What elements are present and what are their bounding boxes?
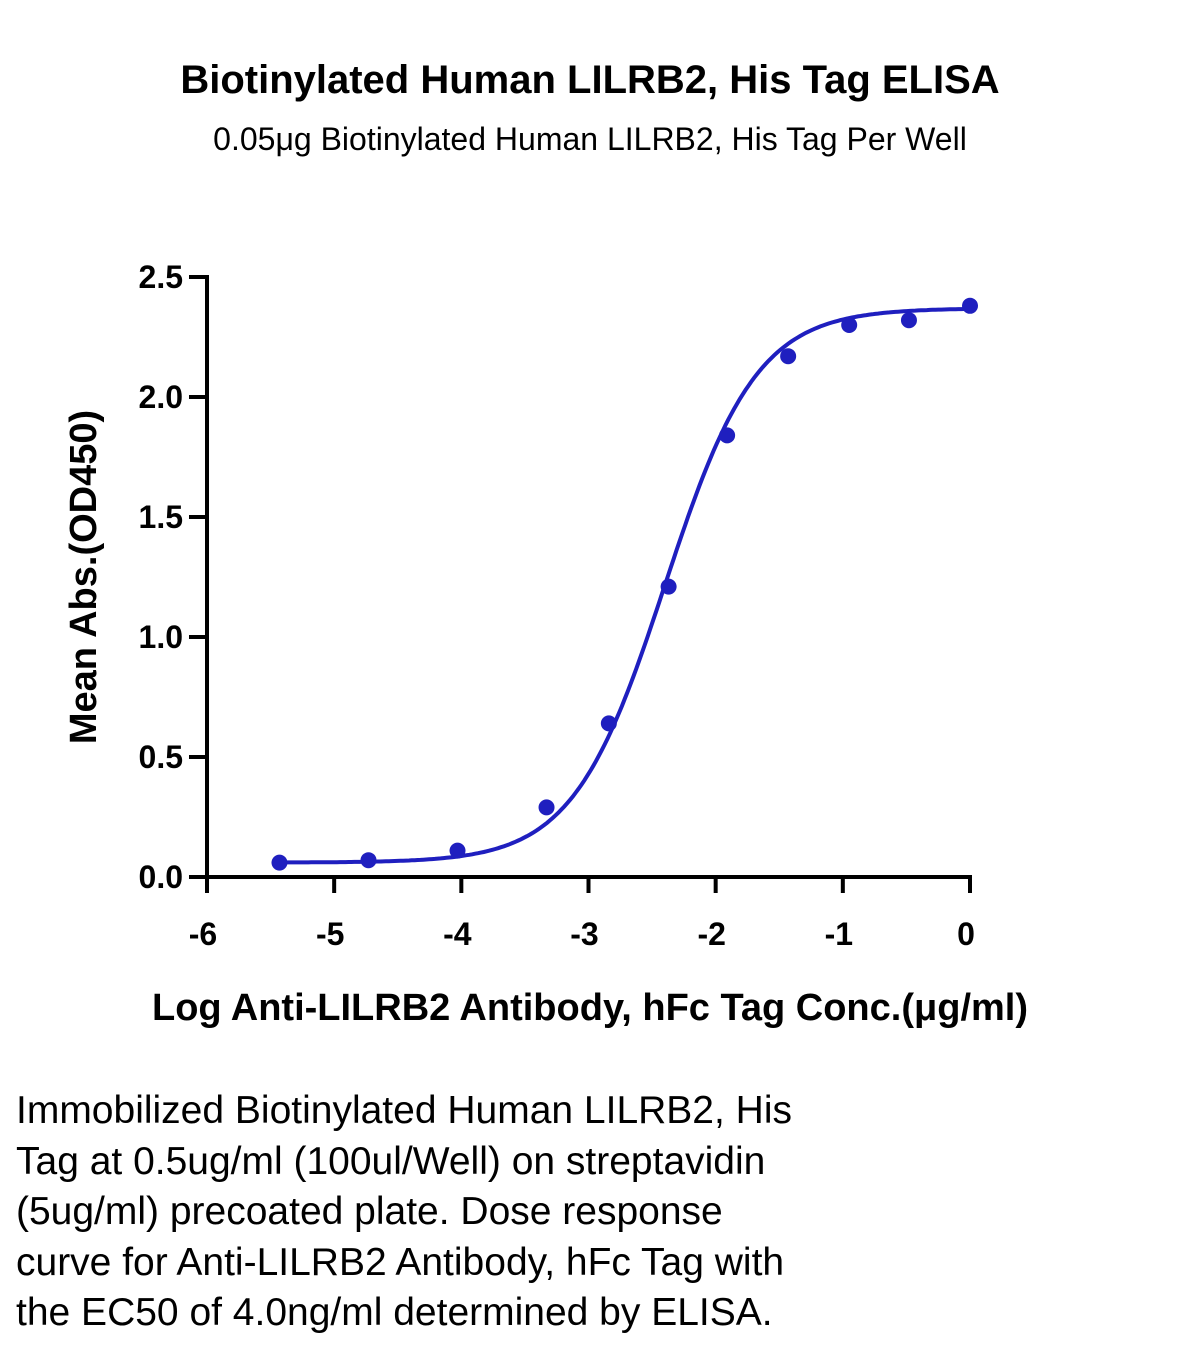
x-tick-label: -4 bbox=[443, 916, 472, 952]
data-point bbox=[360, 852, 377, 869]
data-point bbox=[841, 317, 858, 333]
data-point bbox=[538, 799, 555, 816]
elisa-chart: Biotinylated Human LILRB2, His Tag ELISA… bbox=[63, 58, 1028, 1029]
y-tick-label: 2.5 bbox=[139, 259, 183, 295]
x-tick-label: -2 bbox=[697, 916, 725, 952]
x-tick-label: -1 bbox=[825, 916, 853, 952]
x-axis-label: Log Anti-LILRB2 Antibody, hFc Tag Conc.(… bbox=[152, 987, 1028, 1029]
chart-subtitle: 0.05μg Biotinylated Human LILRB2, His Ta… bbox=[213, 121, 967, 157]
y-tick-label: 1.0 bbox=[139, 619, 183, 655]
chart-title: Biotinylated Human LILRB2, His Tag ELISA bbox=[180, 58, 999, 102]
y-tick-label: 0.5 bbox=[139, 739, 183, 775]
y-tick-label: 0.0 bbox=[139, 859, 183, 895]
y-tick-label: 2.0 bbox=[139, 379, 183, 415]
fit-curve bbox=[279, 306, 971, 865]
figure-caption: Immobilized Biotinylated Human LILRB2, H… bbox=[16, 1089, 793, 1334]
data-point bbox=[780, 348, 797, 365]
data-point bbox=[719, 427, 736, 444]
data-point bbox=[962, 297, 978, 314]
data-point bbox=[660, 578, 677, 595]
data-point bbox=[449, 842, 466, 859]
y-tick-label: 1.5 bbox=[139, 499, 183, 535]
x-tick-label: -6 bbox=[189, 916, 217, 952]
x-tick-label: 0 bbox=[957, 916, 975, 952]
x-tick-label: -3 bbox=[570, 916, 598, 952]
data-point bbox=[600, 715, 617, 732]
y-axis-label: Mean Abs.(OD450) bbox=[63, 410, 105, 744]
data-point bbox=[271, 854, 288, 871]
x-tick-label: -5 bbox=[316, 916, 344, 952]
data-point bbox=[900, 312, 917, 329]
axes: 0.0 0.5 1.0 1.5 2.0 2.5 -6 -5 -4 -3 -2 -1 0 bbox=[139, 259, 975, 952]
data-points bbox=[271, 297, 978, 871]
